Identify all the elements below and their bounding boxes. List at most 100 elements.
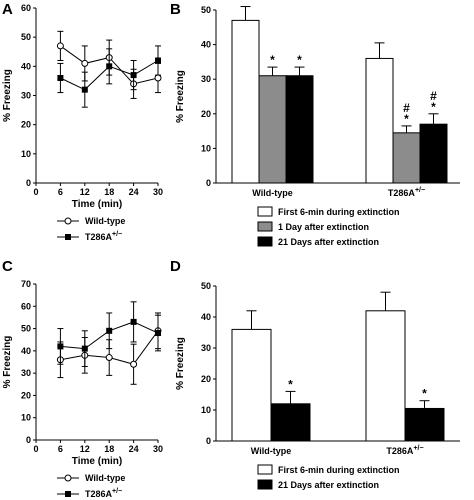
panel-a-line-chart: 0 10 20 30 40 50 60 0 6 12 18 24 30 Time (min) % Freez… xyxy=(2,3,163,242)
panel-d-bar xyxy=(365,310,406,442)
panel-b-y-tick-label: 50 xyxy=(201,5,211,15)
panel-d-bar-chart: 0 10 20 30 40 50 % Freezing * Wild-type * T286A+/−… xyxy=(175,281,460,490)
panel-b-bar xyxy=(365,57,394,184)
panel-a-x-tick-label: 30 xyxy=(153,187,163,197)
panel-b-y-tick-label: 30 xyxy=(201,74,211,84)
panel-c-x-axis-label: Time (min) xyxy=(72,456,122,467)
panel-d-category-label: T286A+/− xyxy=(386,445,423,456)
panel-a-legend-circle xyxy=(64,217,72,225)
panel-c-x-tick-label: 18 xyxy=(104,444,114,454)
panel-d-y-tick-label: 20 xyxy=(201,374,211,384)
panel-b-y-tick-label: 40 xyxy=(201,40,211,50)
panel-b-significance-mark: * xyxy=(431,100,436,114)
panel-a-point-circle xyxy=(154,74,162,82)
panel-d-y-tick-label: 0 xyxy=(206,436,211,446)
panel-a-point-square xyxy=(106,63,113,70)
panel-b-bar xyxy=(392,132,421,184)
panel-d-y-tick-label: 50 xyxy=(201,281,211,291)
panel-b-legend-label: 1 Day after extinction xyxy=(278,222,369,232)
panel-b-bar xyxy=(419,123,448,184)
panel-c-y-tick-label: 40 xyxy=(21,346,31,356)
panel-c-x-tick-label: 12 xyxy=(80,444,90,454)
panel-b-y-tick-label: 0 xyxy=(206,178,211,188)
panel-b-significance-mark: * xyxy=(404,112,409,126)
panel-b-significance-mark: * xyxy=(297,53,302,67)
panel-d-bar xyxy=(404,407,445,442)
panel-a-point-square xyxy=(81,86,88,93)
panel-letter-b: B xyxy=(170,1,181,18)
panel-a-legend-label: Wild-type xyxy=(85,216,125,226)
panel-c-x-tick-label: 0 xyxy=(33,444,38,454)
panel-a-point-circle xyxy=(56,42,64,50)
panel-c-y-tick-label: 20 xyxy=(21,390,31,400)
panel-a-y-tick-label: 50 xyxy=(21,32,31,42)
panel-letter-c: C xyxy=(2,258,13,275)
panel-c-x-tick-label: 30 xyxy=(153,444,163,454)
panel-b-legend-label: First 6-min during extinction xyxy=(278,207,400,217)
panel-d-legend-swatch xyxy=(257,479,273,490)
panel-a-y-tick-label: 30 xyxy=(21,91,31,101)
panel-c-point-square xyxy=(81,345,88,352)
panel-b-bar xyxy=(258,75,287,184)
panel-c-legend-label: T286A+/− xyxy=(85,488,122,499)
panel-a-legend-label: T286A+/− xyxy=(85,231,122,242)
panel-a-x-tick-label: 18 xyxy=(104,187,114,197)
panel-b-category-label: Wild-type xyxy=(252,188,292,198)
panel-c-x-tick-label: 24 xyxy=(129,444,139,454)
panel-c-y-tick-label: 0 xyxy=(26,435,31,445)
panel-b-legend-swatch xyxy=(257,221,273,232)
panel-a-x-tick-label: 6 xyxy=(58,187,63,197)
panel-a-x-tick-label: 0 xyxy=(33,187,38,197)
panel-a-legend-square xyxy=(65,234,71,240)
panel-a-point-square xyxy=(130,72,137,79)
panel-d-bar xyxy=(270,403,311,442)
panel-d-bar xyxy=(231,328,272,442)
panel-b-legend-label: 21 Days after extinction xyxy=(278,237,379,247)
panel-a-y-tick-label: 40 xyxy=(21,61,31,71)
panel-c-y-axis-label: % Freezing xyxy=(2,336,13,389)
panel-d-significance-mark: * xyxy=(422,387,427,401)
panel-b-category-label: T286A+/− xyxy=(388,187,425,198)
panel-b-significance-mark: * xyxy=(270,53,275,67)
panel-c-y-tick-label: 30 xyxy=(21,368,31,378)
panel-letter-a: A xyxy=(2,1,13,18)
panel-b-y-axis-label: % Freezing xyxy=(175,70,186,123)
panel-d-y-tick-label: 40 xyxy=(201,312,211,322)
panel-c-point-square xyxy=(130,318,137,325)
panel-d-legend-label: 21 Days after extinction xyxy=(278,480,379,490)
panel-c-point-circle xyxy=(130,360,138,368)
panel-a-x-tick-label: 24 xyxy=(129,187,139,197)
panel-b-significance-mark: # xyxy=(430,89,437,103)
panel-c-y-tick-label: 70 xyxy=(21,279,31,289)
panel-a-y-tick-label: 10 xyxy=(21,149,31,159)
panel-letter-d: D xyxy=(170,258,181,275)
panel-d-legend-swatch xyxy=(257,464,273,475)
panel-c-point-square xyxy=(106,327,113,334)
panel-a-y-axis-label: % Freezing xyxy=(2,69,13,122)
panel-c-point-square xyxy=(57,343,64,350)
panel-a-x-axis-label: Time (min) xyxy=(72,199,122,210)
panel-b-bar xyxy=(285,75,314,184)
panel-d-legend-label: First 6-min during extinction xyxy=(278,465,400,475)
panel-a-y-tick-label: 20 xyxy=(21,120,31,130)
panel-d-y-tick-label: 10 xyxy=(201,405,211,415)
panel-a-x-tick-label: 12 xyxy=(80,187,90,197)
panel-b-y-tick-label: 10 xyxy=(201,143,211,153)
panel-c-y-tick-label: 50 xyxy=(21,324,31,334)
panel-d-y-axis-label: % Freezing xyxy=(175,337,186,390)
panel-c-line-chart: 0 10 20 30 40 50 60 70 0 6 12 18 24 30 Time (min) % Fre… xyxy=(2,279,163,499)
panel-a-point-circle xyxy=(81,59,89,67)
panel-c-y-tick-label: 10 xyxy=(21,413,31,423)
panel-c-point-circle xyxy=(105,354,113,362)
panel-d-y-tick-label: 30 xyxy=(201,343,211,353)
panel-c-point-square xyxy=(155,330,161,337)
panel-a-y-tick-label: 0 xyxy=(26,178,31,188)
panel-c-x-tick-label: 6 xyxy=(58,444,63,454)
panel-b-y-tick-label: 20 xyxy=(201,109,211,119)
panel-c-legend-label: Wild-type xyxy=(85,473,125,483)
panel-a-point-square xyxy=(155,57,161,64)
panel-c-y-tick-label: 60 xyxy=(21,301,31,311)
panel-b-legend-swatch xyxy=(257,206,273,217)
